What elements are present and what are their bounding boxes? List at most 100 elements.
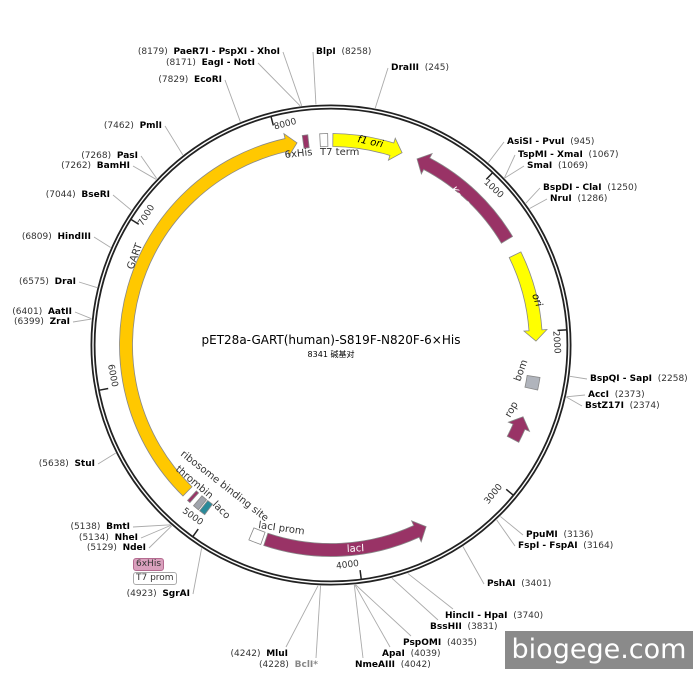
enzyme-position: 5129 (87, 543, 117, 553)
enzyme-site-label[interactable]: BspDI - ClaI 1250 (543, 183, 637, 194)
enzyme-site-label[interactable]: 7044 BseRI (46, 190, 110, 201)
feature-t7-term-shape (319, 133, 329, 148)
enzyme-position: 8258 (341, 47, 371, 57)
enzyme-leader-line (132, 165, 157, 180)
enzyme-position: 8171 (166, 58, 196, 68)
enzyme-leader-line (353, 584, 364, 659)
enzyme-name: NheI (114, 533, 138, 543)
enzyme-site-label[interactable]: AccI 2373 (588, 390, 645, 401)
enzyme-site-label[interactable]: 6401 AatII (12, 307, 72, 318)
feature-label: ori (529, 292, 544, 308)
enzyme-position: 1069 (558, 161, 588, 171)
enzyme-site-label[interactable]: AsiSI - PvuI 945 (507, 137, 594, 148)
enzyme-position: 3831 (468, 622, 498, 632)
enzyme-site-label[interactable]: NmeAIII 4042 (355, 660, 431, 671)
enzyme-position: 5638 (39, 459, 69, 469)
enzyme-site-label[interactable]: 6399 ZraI (14, 317, 70, 328)
enzyme-site-label[interactable]: 7462 PmlI (104, 121, 162, 132)
tick-mark (359, 570, 362, 580)
enzyme-site-label[interactable]: 4923 SgrAI (127, 589, 190, 600)
t7-prom-badge[interactable]: T7 prom (133, 572, 177, 585)
feature-bom[interactable] (524, 375, 541, 391)
feature-gart[interactable] (119, 132, 298, 497)
enzyme-name: MluI (266, 649, 288, 659)
feature-ori[interactable] (508, 251, 548, 342)
enzyme-site-label[interactable]: BlpI 8258 (316, 47, 371, 58)
enzyme-leader-line (374, 67, 389, 109)
enzyme-leader-line (93, 236, 111, 248)
enzyme-site-label[interactable]: 4242 MluI (231, 649, 288, 660)
enzyme-site-label[interactable]: ApaI 4039 (382, 649, 441, 660)
feature-laci[interactable] (263, 520, 427, 557)
feature-label: 6xHis (284, 147, 313, 161)
enzyme-site-label[interactable]: 5134 NheI (79, 533, 138, 544)
enzyme-site-label[interactable]: BspQI - SapI 2258 (590, 374, 688, 385)
enzyme-name: PpuMI (526, 530, 558, 540)
enzyme-site-label[interactable]: 8171 EagI - NotI (166, 58, 255, 69)
enzyme-leader-line (315, 585, 322, 659)
enzyme-site-label[interactable]: PspOMI 4035 (403, 638, 477, 649)
enzyme-position: 6401 (12, 307, 42, 317)
enzyme-site-label[interactable]: 6575 DraI (19, 277, 76, 288)
enzyme-site-label[interactable]: FspI - FspAI 3164 (518, 541, 613, 552)
enzyme-name: AsiSI - PvuI (507, 137, 565, 147)
enzyme-site-label[interactable]: 6809 HindIII (22, 232, 91, 243)
feature-kanr[interactable] (416, 152, 514, 244)
enzyme-site-label[interactable]: DraIII 245 (391, 63, 449, 74)
enzyme-position: 6399 (14, 317, 44, 327)
feature-6xhis-shape (301, 134, 310, 149)
feature-6xhis[interactable] (301, 134, 310, 149)
enzyme-name: BclI* (294, 660, 318, 670)
enzyme-site-label[interactable]: 7829 EcoRI (158, 75, 222, 86)
feature-f1-ori[interactable] (332, 133, 403, 162)
feature-laco[interactable] (199, 500, 214, 516)
enzyme-leader-line (569, 375, 588, 380)
feature-thrombin[interactable] (192, 495, 208, 511)
enzyme-position: 3401 (521, 579, 551, 589)
enzyme-site-label[interactable]: BstZ17I 2374 (585, 401, 660, 412)
enzyme-site-label[interactable]: BssHII 3831 (430, 622, 497, 633)
enzyme-name: PasI (116, 151, 138, 161)
enzyme-leader-line (140, 155, 158, 179)
enzyme-name: NdeI (122, 543, 146, 553)
feature-ribosome-binding-site[interactable] (186, 490, 200, 504)
enzyme-name: NruI (550, 194, 572, 204)
enzyme-leader-line (566, 396, 583, 407)
feature-label: f1 ori (356, 134, 384, 150)
enzyme-position: 7268 (81, 151, 111, 161)
feature-laco-shape (199, 500, 214, 516)
enzyme-site-label[interactable]: 5638 StuI (39, 459, 95, 470)
enzyme-site-label[interactable]: HincII - HpaI 3740 (445, 611, 543, 622)
enzyme-site-label[interactable]: 7262 BamHI (61, 161, 130, 172)
6xhis-badge[interactable]: 6xHis (133, 558, 165, 571)
enzyme-name: EagI - NotI (201, 58, 255, 68)
feature-laci-shape (263, 520, 427, 557)
enzyme-leader-line (140, 524, 172, 539)
enzyme-site-label[interactable]: 5129 NdeI (87, 543, 146, 554)
enzyme-site-label[interactable]: SmaI 1069 (527, 161, 588, 172)
enzyme-leader-line (462, 546, 485, 585)
feature-laci-prom[interactable] (248, 527, 266, 546)
enzyme-position: 4039 (411, 649, 441, 659)
enzyme-leader-line (496, 519, 516, 547)
enzyme-name: EcoRI (194, 75, 222, 85)
enzyme-site-label[interactable]: 7268 PasI (81, 151, 138, 162)
enzyme-site-label[interactable]: 4228 BclI* (259, 660, 318, 671)
feature-t7-term[interactable] (319, 133, 329, 148)
enzyme-name: BssHII (430, 622, 462, 632)
feature-rop[interactable] (506, 416, 531, 443)
enzyme-site-label[interactable]: TspMI - XmaI 1067 (518, 150, 618, 161)
enzyme-position: 4035 (447, 638, 477, 648)
enzyme-position: 8179 (138, 47, 168, 57)
enzyme-site-label[interactable]: PpuMI 3136 (526, 530, 593, 541)
enzyme-site-label[interactable]: 5138 BmtI (70, 522, 130, 533)
backbone-inner-line (92, 106, 570, 584)
enzyme-leader-line (504, 154, 516, 178)
enzyme-position: 4042 (401, 660, 431, 670)
enzyme-leader-line (78, 281, 98, 289)
enzyme-site-label[interactable]: PshAI 3401 (487, 579, 551, 590)
enzyme-site-label[interactable]: NruI 1286 (550, 194, 607, 205)
enzyme-position: 245 (425, 63, 449, 73)
enzyme-site-label[interactable]: 8179 PaeR7I - PspXI - XhoI (138, 47, 280, 58)
tick-mark (505, 488, 514, 496)
